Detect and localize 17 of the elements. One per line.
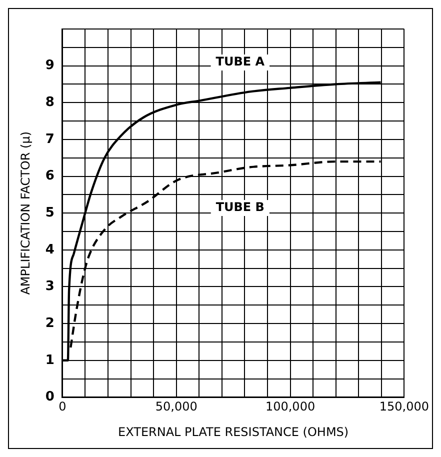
x-tick-label: 150,000 bbox=[379, 400, 429, 414]
y-tick-label: 1 bbox=[45, 352, 54, 368]
y-tick-label: 4 bbox=[45, 242, 54, 258]
text: TUBE B bbox=[216, 200, 264, 214]
y-tick-label: 8 bbox=[45, 95, 54, 110]
y-tick-label: 3 bbox=[45, 279, 54, 294]
y-tick-label: 5 bbox=[45, 205, 54, 220]
x-axis-title: EXTERNAL PLATE RESISTANCE (OHMS) bbox=[118, 424, 349, 439]
x-tick-label: 0 bbox=[58, 400, 66, 414]
x-tick-label: 100,000 bbox=[265, 400, 316, 414]
y-tick-label: 7 bbox=[45, 132, 54, 147]
series-label: TUBE A bbox=[216, 54, 266, 69]
y-tick-label: 6 bbox=[45, 168, 54, 184]
x-tick-label: 50,000 bbox=[155, 400, 198, 414]
y-tick-label: 9 bbox=[45, 58, 54, 74]
y-tick-label: 2 bbox=[45, 316, 54, 331]
y-axis-title: AMPLIFICATION FACTOR (μ) bbox=[18, 131, 32, 295]
